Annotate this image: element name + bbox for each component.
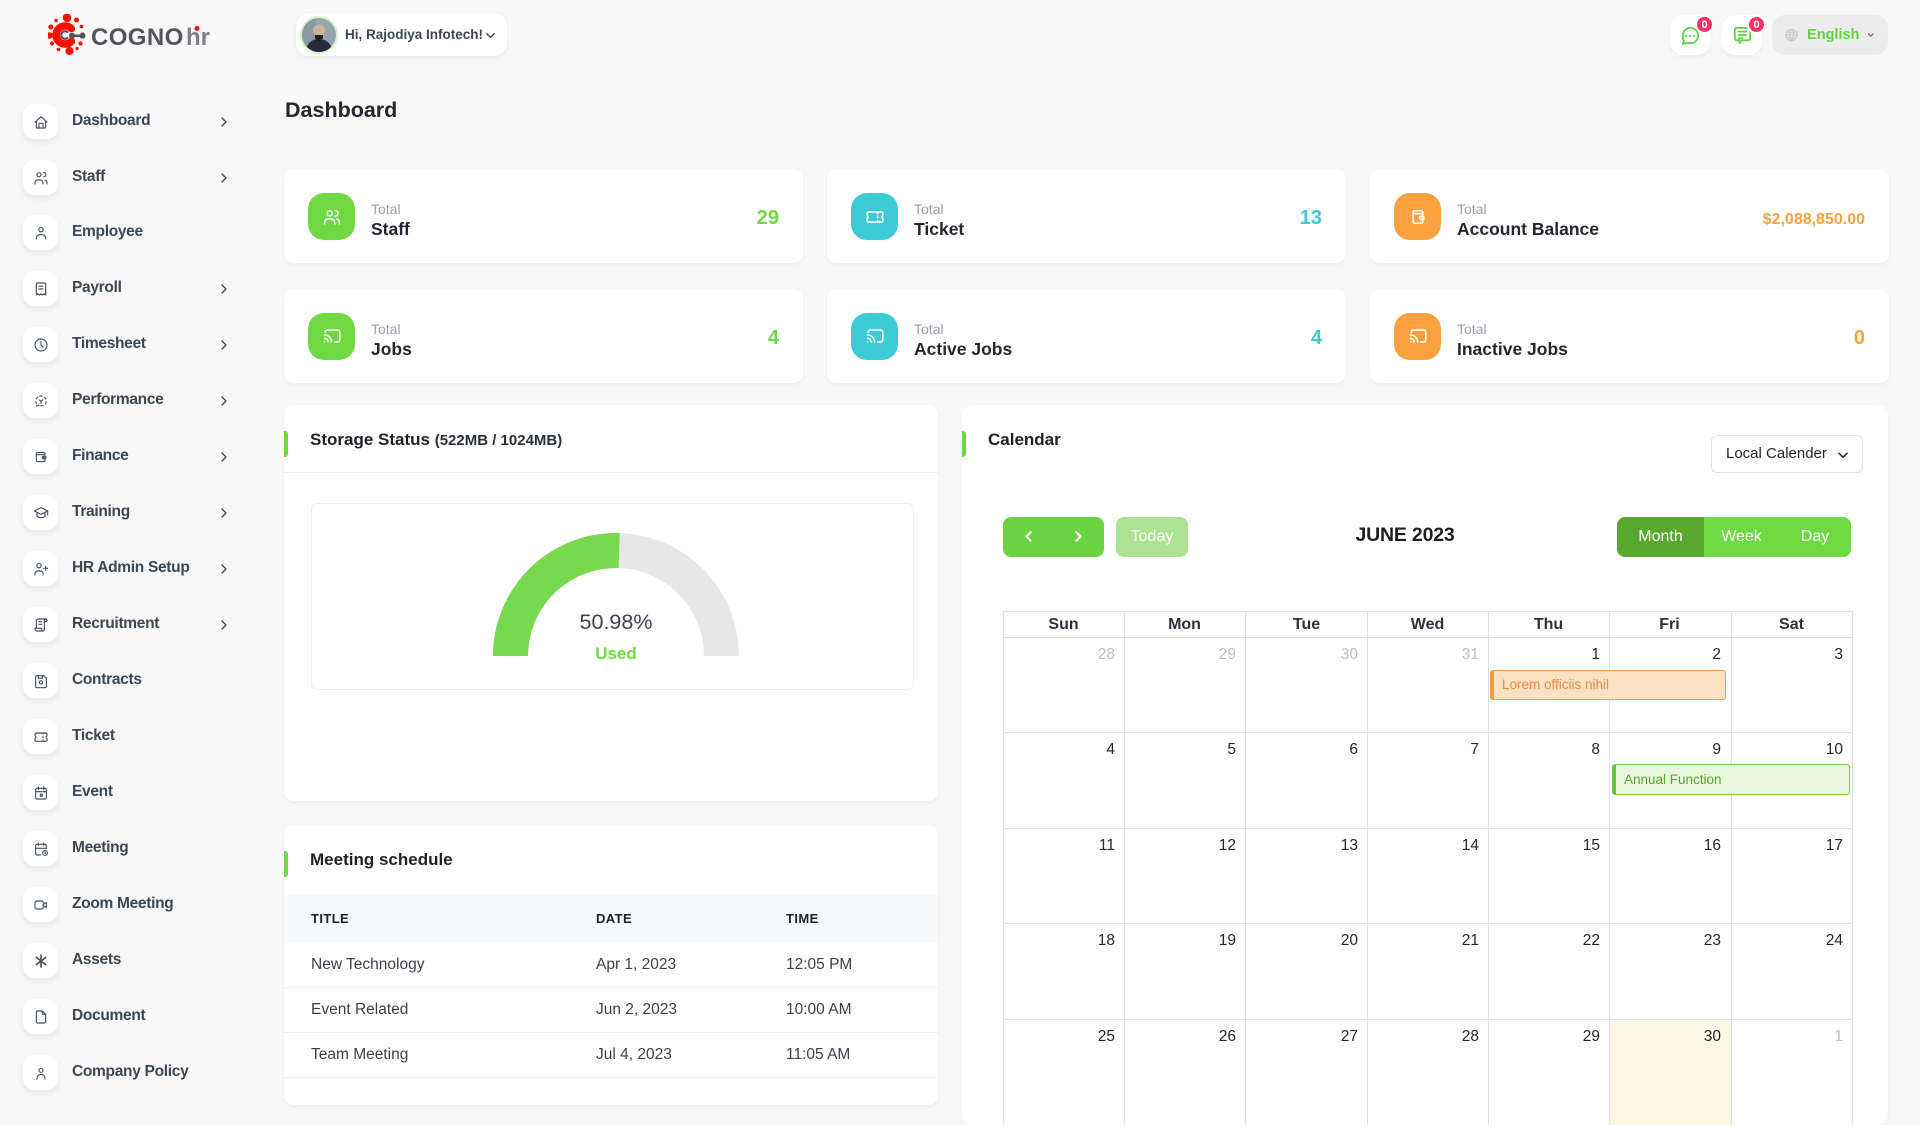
svg-text:COGNO: COGNO [91, 24, 184, 51]
